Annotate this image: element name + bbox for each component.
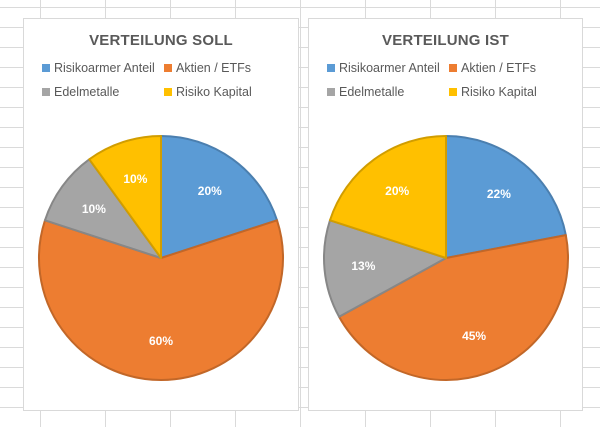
legend-item-risiko-kapital: Risiko Kapital	[164, 85, 286, 99]
legend-swatch	[327, 88, 335, 96]
data-label: 60%	[149, 334, 173, 348]
legend-item-edelmetalle: Edelmetalle	[42, 85, 164, 99]
pie-slice-aktien-etfs	[38, 219, 284, 381]
legend: Risikoarmer Anteil Aktien / ETFs Edelmet…	[42, 61, 292, 99]
data-label: 10%	[82, 202, 106, 216]
data-label: 20%	[198, 184, 222, 198]
data-label: 22%	[487, 187, 511, 201]
chart-ist-panel: VERTEILUNG IST Risikoarmer Anteil Aktien…	[308, 18, 583, 411]
chart-title: VERTEILUNG IST	[382, 32, 509, 49]
pie-slice-risikoarmer-anteil	[160, 135, 279, 259]
legend-label: Edelmetalle	[54, 85, 120, 99]
legend-item-risiko-kapital: Risiko Kapital	[449, 85, 571, 99]
pie-slice-risikoarmer-anteil	[445, 135, 567, 259]
data-label: 13%	[351, 259, 375, 273]
legend-label: Risiko Kapital	[176, 85, 252, 99]
data-label: 10%	[123, 172, 147, 186]
legend-swatch	[449, 88, 457, 96]
pie-slice-risiko-kapital	[328, 135, 447, 259]
legend-label: Aktien / ETFs	[461, 61, 537, 75]
legend-item-aktien-etfs: Aktien / ETFs	[164, 61, 286, 75]
legend-swatch	[42, 88, 50, 96]
legend-item-risikoarmer-anteil: Risikoarmer Anteil	[327, 61, 449, 75]
legend-label: Risiko Kapital	[461, 85, 537, 99]
pie-slice-risiko-kapital	[88, 135, 162, 259]
legend-label: Aktien / ETFs	[176, 61, 252, 75]
data-label: 20%	[385, 184, 409, 198]
legend-swatch	[164, 64, 172, 72]
legend-swatch	[164, 88, 172, 96]
legend-label: Risikoarmer Anteil	[339, 61, 440, 75]
legend-label: Risikoarmer Anteil	[54, 61, 155, 75]
legend-item-edelmetalle: Edelmetalle	[327, 85, 449, 99]
legend-swatch	[327, 64, 335, 72]
chart-soll-panel: VERTEILUNG SOLL Risikoarmer Anteil Aktie…	[23, 18, 299, 411]
pie-chart-ist: 22% 45% 13% 20%	[323, 135, 569, 381]
legend-item-aktien-etfs: Aktien / ETFs	[449, 61, 571, 75]
pie-chart-soll: 20% 60% 10% 10%	[38, 135, 284, 381]
legend-swatch	[449, 64, 457, 72]
pie-slice-edelmetalle	[43, 158, 162, 259]
legend-swatch	[42, 64, 50, 72]
chart-title: VERTEILUNG SOLL	[89, 32, 233, 49]
pie-slice-edelmetalle	[323, 219, 447, 318]
legend: Risikoarmer Anteil Aktien / ETFs Edelmet…	[327, 61, 577, 99]
data-label: 45%	[462, 329, 486, 343]
legend-label: Edelmetalle	[339, 85, 405, 99]
pie-slice-aktien-etfs	[338, 234, 569, 381]
legend-item-risikoarmer-anteil: Risikoarmer Anteil	[42, 61, 164, 75]
